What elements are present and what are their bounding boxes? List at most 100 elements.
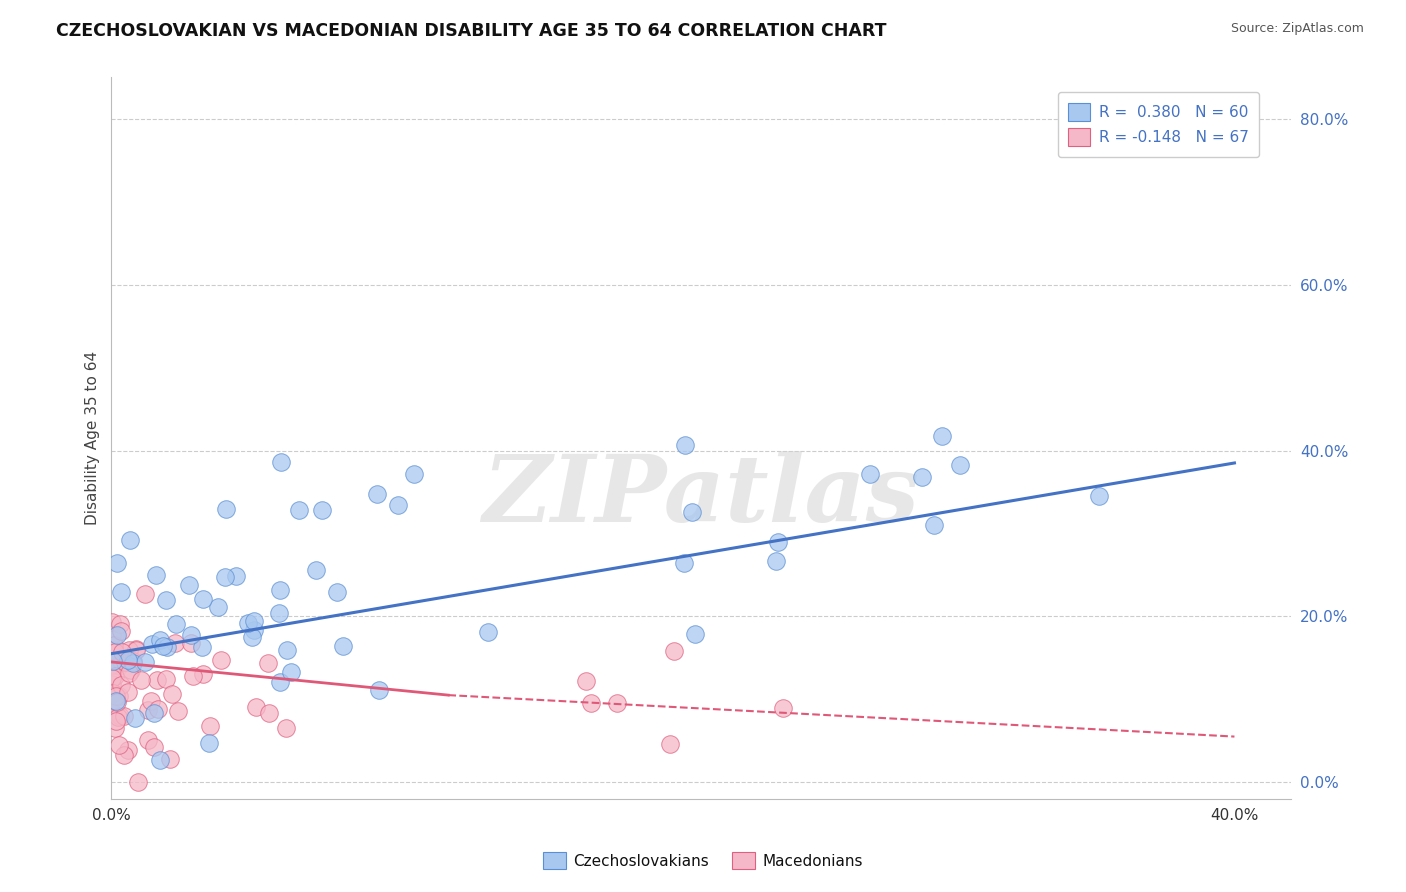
- Point: [117, 652, 139, 666]
- Point: [124, 711, 146, 725]
- Point: [269, 607, 291, 621]
- Point: [127, 775, 149, 789]
- Point: [100, 628, 122, 642]
- Point: [180, 628, 202, 642]
- Point: [772, 701, 794, 715]
- Point: [681, 505, 703, 519]
- Point: [160, 687, 183, 701]
- Point: [105, 695, 128, 709]
- Point: [100, 671, 122, 685]
- Point: [103, 638, 125, 652]
- Point: [180, 636, 202, 650]
- Point: [117, 666, 139, 681]
- Point: [145, 673, 167, 687]
- Point: [305, 562, 328, 576]
- Point: [159, 752, 181, 766]
- Point: [165, 617, 187, 632]
- Point: [198, 719, 221, 733]
- Point: [276, 721, 298, 735]
- Point: [579, 696, 602, 710]
- Point: [152, 639, 174, 653]
- Point: [402, 467, 425, 482]
- Point: [121, 654, 143, 668]
- Point: [101, 677, 124, 691]
- Point: [207, 599, 229, 614]
- Point: [225, 569, 247, 583]
- Point: [110, 678, 132, 692]
- Point: [149, 633, 172, 648]
- Point: [122, 657, 145, 671]
- Point: [105, 628, 128, 642]
- Point: [107, 690, 129, 704]
- Point: [326, 584, 349, 599]
- Point: [149, 754, 172, 768]
- Point: [215, 502, 238, 516]
- Point: [141, 694, 163, 708]
- Point: [257, 656, 280, 670]
- Point: [105, 694, 128, 708]
- Point: [105, 714, 128, 728]
- Point: [104, 628, 127, 642]
- Point: [177, 578, 200, 592]
- Point: [145, 568, 167, 582]
- Point: [146, 702, 169, 716]
- Point: [859, 467, 882, 481]
- Point: [167, 704, 190, 718]
- Point: [368, 682, 391, 697]
- Point: [108, 658, 131, 673]
- Point: [118, 533, 141, 547]
- Point: [269, 675, 291, 690]
- Point: [138, 732, 160, 747]
- Point: [110, 709, 132, 723]
- Point: [134, 655, 156, 669]
- Point: [110, 585, 132, 599]
- Point: [111, 645, 134, 659]
- Point: [243, 623, 266, 637]
- Point: [101, 615, 124, 629]
- Point: [117, 684, 139, 698]
- Point: [155, 592, 177, 607]
- Point: [269, 583, 291, 598]
- Point: [117, 742, 139, 756]
- Point: [311, 502, 333, 516]
- Point: [477, 625, 499, 640]
- Point: [922, 518, 945, 533]
- Point: [107, 738, 129, 752]
- Point: [101, 658, 124, 673]
- Point: [141, 637, 163, 651]
- Point: [101, 686, 124, 700]
- Point: [143, 739, 166, 754]
- Point: [138, 703, 160, 717]
- Point: [118, 642, 141, 657]
- Point: [280, 665, 302, 679]
- Point: [134, 587, 156, 601]
- Point: [108, 616, 131, 631]
- Y-axis label: Disability Age 35 to 64: Disability Age 35 to 64: [86, 351, 100, 525]
- Point: [606, 696, 628, 710]
- Point: [131, 673, 153, 688]
- Point: [211, 653, 233, 667]
- Point: [163, 636, 186, 650]
- Point: [191, 667, 214, 681]
- Point: [949, 458, 972, 473]
- Point: [242, 630, 264, 644]
- Point: [243, 614, 266, 628]
- Point: [198, 736, 221, 750]
- Point: [101, 654, 124, 668]
- Point: [101, 706, 124, 720]
- Point: [931, 429, 953, 443]
- Point: [1088, 490, 1111, 504]
- Legend: R =  0.380   N = 60, R = -0.148   N = 67: R = 0.380 N = 60, R = -0.148 N = 67: [1057, 92, 1260, 157]
- Point: [104, 668, 127, 682]
- Point: [276, 643, 298, 657]
- Text: CZECHOSLOVAKIAN VS MACEDONIAN DISABILITY AGE 35 TO 64 CORRELATION CHART: CZECHOSLOVAKIAN VS MACEDONIAN DISABILITY…: [56, 22, 887, 40]
- Point: [659, 737, 682, 751]
- Point: [387, 498, 409, 512]
- Point: [105, 556, 128, 570]
- Point: [672, 556, 695, 570]
- Point: [112, 748, 135, 763]
- Point: [288, 502, 311, 516]
- Legend: Czechoslovakians, Macedonians: Czechoslovakians, Macedonians: [537, 846, 869, 875]
- Point: [214, 570, 236, 584]
- Point: [245, 699, 267, 714]
